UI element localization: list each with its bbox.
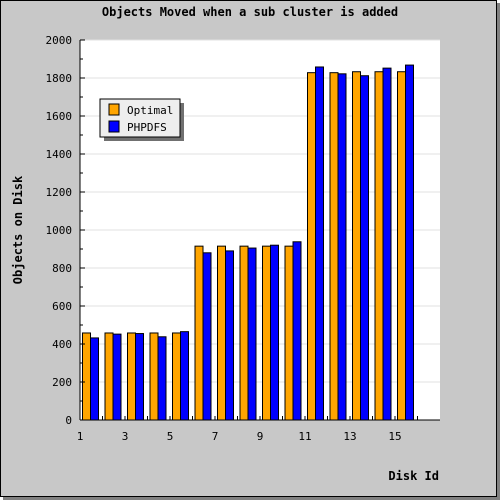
x-tick-label: 1	[77, 430, 84, 443]
y-tick-label: 1400	[46, 148, 73, 161]
bar-optimal-3	[127, 332, 136, 421]
bar-optimal-7	[217, 245, 226, 421]
x-tick-labels: 1 3 5 7 9 11 13 15	[77, 430, 402, 443]
bar-optimal-9	[262, 245, 271, 421]
bar-phpdfs-2	[112, 333, 122, 421]
bar-optimal-12	[329, 72, 339, 421]
legend-swatch-phpdfs	[108, 120, 120, 133]
x-axis-title: Disk Id	[388, 469, 439, 483]
y-tick-label: 600	[52, 300, 72, 313]
x-tick-label: 5	[167, 430, 174, 443]
bar-optimal-13	[352, 71, 361, 421]
bar-phpdfs-6	[202, 252, 212, 421]
x-tick-label: 3	[122, 430, 129, 443]
bar-phpdfs-7	[225, 250, 234, 421]
bar-phpdfs-12	[337, 73, 347, 421]
y-tick-label: 1000	[46, 224, 73, 237]
frame-shadow-bottom	[3, 497, 500, 500]
bar-optimal-15	[397, 71, 406, 421]
bar-optimal-6	[194, 245, 204, 421]
bar-optimal-5	[172, 332, 181, 421]
bar-phpdfs-14	[382, 67, 392, 421]
bar-phpdfs-5	[180, 331, 189, 421]
legend: Optimal PHPDFS	[99, 98, 184, 141]
bar-phpdfs-10	[292, 241, 302, 421]
bar-phpdfs-4	[157, 336, 167, 421]
y-tick-label: 0	[65, 414, 72, 427]
y-axis-title: Objects on Disk	[11, 175, 25, 284]
bar-optimal-11	[307, 72, 316, 421]
bar-phpdfs-9	[270, 244, 279, 421]
bar-optimal-4	[149, 332, 159, 421]
bar-phpdfs-8	[247, 247, 257, 421]
y-tick-label: 200	[52, 376, 72, 389]
bar-phpdfs-15	[405, 64, 414, 421]
y-tick-label: 800	[52, 262, 72, 275]
bar-optimal-14	[374, 71, 384, 421]
bar-optimal-1	[82, 332, 91, 421]
legend-label-phpdfs: PHPDFS	[127, 121, 167, 134]
axes	[79, 39, 440, 421]
bar-optimal-2	[104, 332, 114, 421]
bar-optimal-8	[239, 245, 249, 421]
legend-label-optimal: Optimal	[127, 104, 173, 117]
bar-phpdfs-3	[135, 333, 144, 421]
bar-phpdfs-13	[360, 75, 369, 421]
chart-title: Objects Moved when a sub cluster is adde…	[102, 5, 398, 19]
bar-phpdfs-1	[90, 337, 99, 421]
y-tick-label: 400	[52, 338, 72, 351]
frame-shadow-right	[497, 3, 500, 500]
bar-phpdfs-11	[315, 66, 324, 421]
y-tick-label: 1600	[46, 110, 73, 123]
x-tick-label: 11	[298, 430, 311, 443]
x-tick-label: 13	[343, 430, 356, 443]
x-tick-label: 7	[212, 430, 219, 443]
y-tick-label: 1200	[46, 186, 73, 199]
y-tick-label: 2000	[46, 34, 73, 47]
x-tick-label: 9	[257, 430, 264, 443]
bar-optimal-10	[284, 245, 294, 421]
y-tick-labels: 0 200 400 600 800 1000 1200 1400 1600 1800 2000	[46, 34, 73, 427]
y-tick-label: 1800	[46, 72, 73, 85]
legend-swatch-optimal	[108, 103, 120, 116]
x-tick-label: 15	[388, 430, 401, 443]
